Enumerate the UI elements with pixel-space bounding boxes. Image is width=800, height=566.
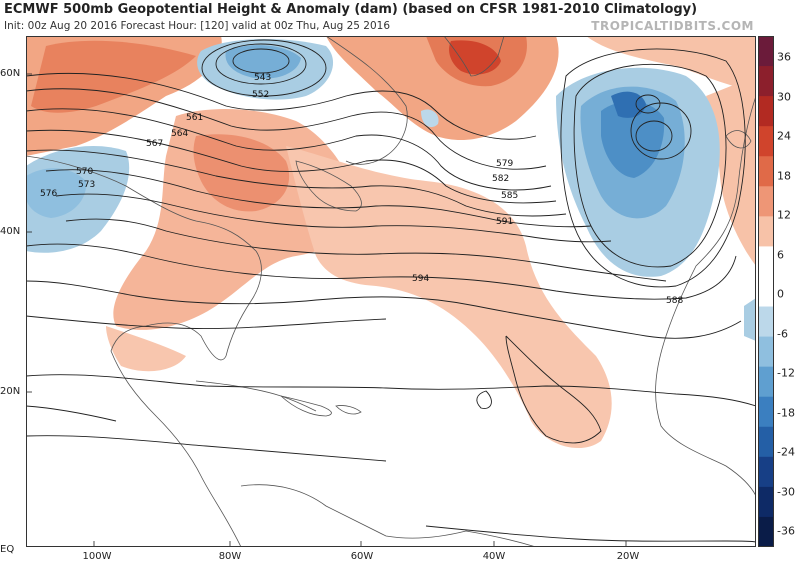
- colorbar-swatch: [758, 426, 774, 458]
- contour-labels: 543 552 561 564 567 570 573 576 579 582 …: [40, 73, 683, 306]
- lat-label-40n: 40N: [0, 226, 21, 237]
- colorbar-label: 36: [777, 50, 791, 64]
- contour-label-594: 594: [412, 274, 429, 284]
- colorbar-label: 30: [777, 90, 791, 103]
- lon-label-40w: 40W: [482, 551, 506, 562]
- colorbar-label: -18: [777, 406, 795, 419]
- colorbar-label: -6: [777, 327, 788, 340]
- contour-label-564: 564: [171, 129, 188, 139]
- colorbar-swatch: [758, 306, 774, 338]
- contour-label-543: 543: [254, 73, 271, 83]
- colorbar-swatch: [758, 96, 774, 127]
- contour-label-579: 579: [496, 159, 513, 169]
- colorbar-swatch: [758, 126, 774, 157]
- map-frame: [26, 36, 756, 547]
- lat-label-20n: 20N: [0, 386, 21, 397]
- contour-label-561: 561: [186, 113, 203, 123]
- contour-label-576: 576: [40, 189, 57, 199]
- map-canvas: 543 552 561 564 567 570 573 576 579 582 …: [26, 36, 756, 547]
- colorbar-swatch: [758, 336, 774, 368]
- colorbar-label: -24: [777, 445, 795, 459]
- contour-label-567: 567: [146, 139, 163, 149]
- lon-label-100w: 100W: [82, 551, 112, 562]
- lat-label-60n: 60N: [0, 68, 21, 79]
- anomaly-colorbar: [758, 36, 774, 547]
- lon-label-20w: 20W: [616, 551, 640, 562]
- lon-label-60w: 60W: [350, 551, 374, 562]
- colorbar-label: 24: [777, 129, 791, 143]
- colorbar-label: -30: [777, 485, 795, 498]
- contour-label-588: 588: [666, 296, 683, 306]
- colorbar-swatch: [758, 486, 774, 518]
- contour-label-591: 591: [496, 217, 513, 227]
- colorbar-swatch: [758, 156, 774, 187]
- contour-label-573: 573: [78, 180, 95, 190]
- colorbar-swatch: [758, 516, 774, 547]
- colorbar-swatch: [758, 276, 774, 308]
- lon-label-80w: 80W: [218, 551, 242, 562]
- positive-anomaly-shading: [26, 36, 756, 449]
- negative-anomaly-shading: [26, 39, 756, 341]
- coastlines: [26, 36, 756, 547]
- colorbar-swatch: [758, 36, 774, 67]
- contour-label-582: 582: [492, 174, 509, 184]
- colorbar-swatch: [758, 366, 774, 398]
- map-title: ECMWF 500mb Geopotential Height & Anomal…: [4, 2, 698, 17]
- colorbar-label: -12: [777, 366, 795, 380]
- colorbar-swatch: [758, 66, 774, 97]
- colorbar-swatch: [758, 396, 774, 428]
- brand-watermark: TROPICALTIDBITS.COM: [591, 19, 754, 33]
- colorbar-label: 6: [777, 248, 784, 261]
- colorbar-label: -36: [777, 524, 795, 538]
- lat-label-eq: EQ: [0, 544, 15, 555]
- map-subtitle: Init: 00z Aug 20 2016 Forecast Hour: [12…: [4, 20, 391, 32]
- contour-label-570: 570: [76, 167, 93, 177]
- contour-label-552: 552: [252, 90, 269, 100]
- colorbar-swatch: [758, 186, 774, 217]
- contour-label-585: 585: [501, 191, 518, 201]
- height-contours: [26, 39, 756, 543]
- colorbar-swatch: [758, 456, 774, 488]
- colorbar-swatch: [758, 216, 774, 247]
- colorbar-label: 18: [777, 169, 791, 182]
- colorbar-label: 12: [777, 208, 791, 222]
- colorbar-label: 0: [777, 287, 784, 301]
- colorbar-swatch: [758, 246, 774, 277]
- colorbar-frame: [758, 36, 774, 547]
